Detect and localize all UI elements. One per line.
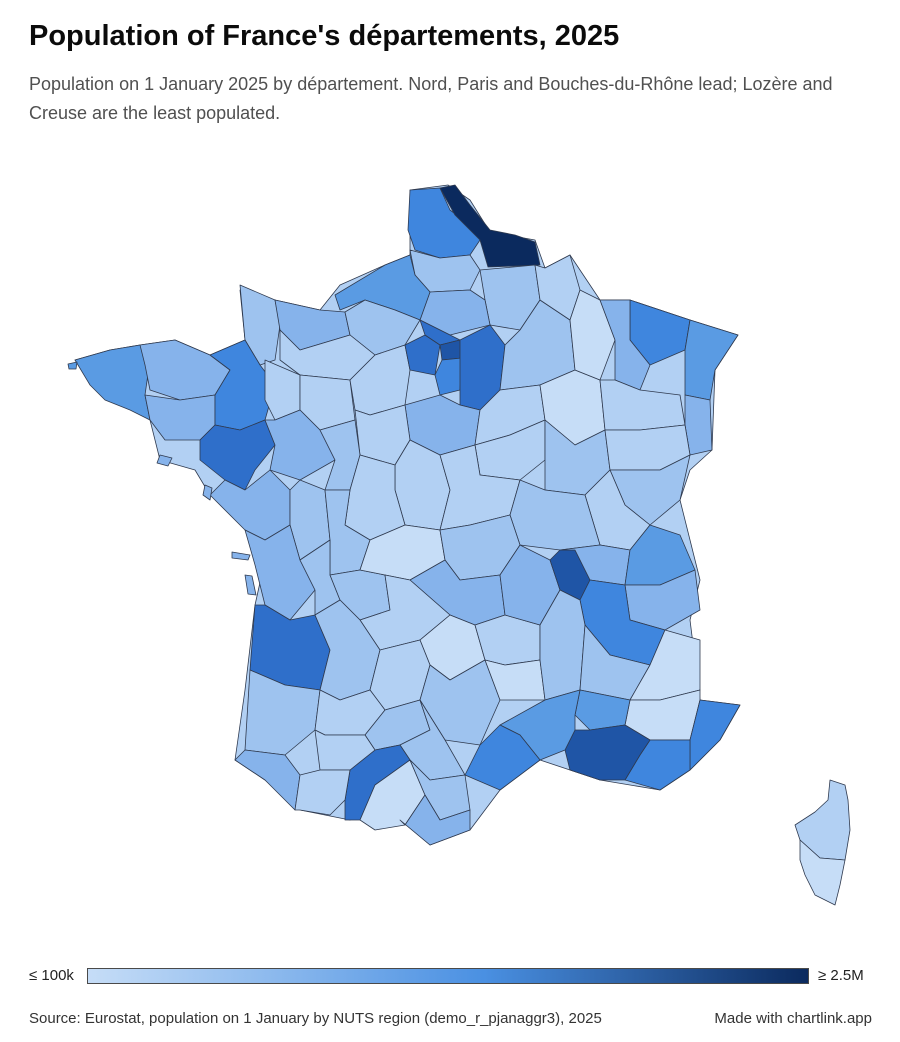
choropleth-map xyxy=(0,150,900,940)
departement-hautes-pyrenees xyxy=(294,769,351,816)
departement-corse-du-sud xyxy=(799,839,846,906)
departement-nord xyxy=(439,184,541,268)
departement-haut-rhin xyxy=(684,394,713,456)
island-belle-ile xyxy=(156,454,173,467)
departement-alpes-maritimes xyxy=(689,699,741,771)
departement-saone-et-loire xyxy=(509,479,601,551)
credit-link[interactable]: Made with chartlink.app xyxy=(714,1010,872,1027)
page-subtitle: Population on 1 January 2025 by départem… xyxy=(29,74,833,123)
departement-loire-atlantique xyxy=(199,419,276,491)
departement-pas-de-calais xyxy=(407,187,481,259)
departement-finistere xyxy=(74,344,151,421)
departement-yvelines xyxy=(404,334,441,376)
island-noirmoutier xyxy=(202,484,213,501)
departement-bouches-du-rhone xyxy=(564,724,651,781)
departement-meurthe-et-moselle xyxy=(599,299,651,391)
island-ushant xyxy=(67,361,78,370)
color-legend: ≤ 100k ≥ 2.5M xyxy=(0,966,900,988)
island-oleron xyxy=(244,574,257,596)
island-re xyxy=(231,551,251,561)
legend-gradient-bar xyxy=(87,968,809,984)
page-title: Population of France's départements, 202… xyxy=(29,20,620,52)
legend-max-label: ≥ 2.5M xyxy=(818,967,864,984)
source-note: Source: Eurostat, population on 1 Januar… xyxy=(29,1010,602,1027)
departement-pyrenees-orientales xyxy=(399,794,471,846)
legend-min-label: ≤ 100k xyxy=(29,967,74,984)
france-map-svg xyxy=(67,184,851,906)
departement-cotes-darmor xyxy=(139,339,231,401)
footer: Source: Eurostat, population on 1 Januar… xyxy=(29,1010,872,1030)
departement-bas-rhin xyxy=(684,319,739,401)
